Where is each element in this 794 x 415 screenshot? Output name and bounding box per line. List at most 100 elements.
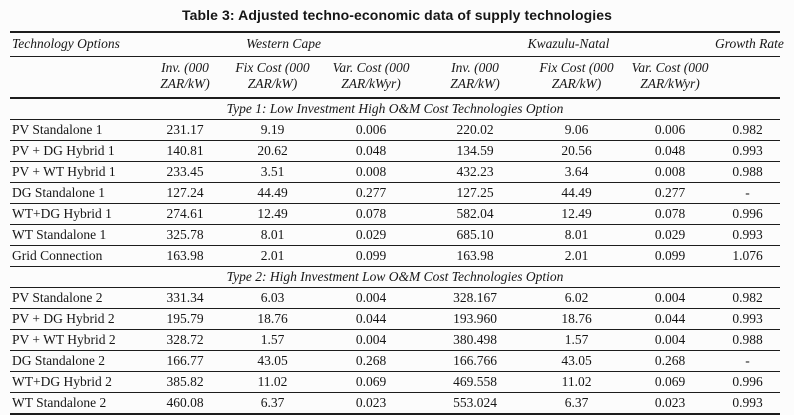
tech-name-cell: PV + DG Hybrid 2	[10, 308, 145, 330]
value-cell: 6.37	[260, 395, 285, 410]
value-cell: 163.98	[145, 245, 225, 267]
value-cell: 166.766	[422, 350, 529, 372]
value-cell: 0.988	[715, 329, 781, 351]
table-row: PV + DG Hybrid 1 140.81 20.62 0.048 134.…	[10, 140, 781, 162]
value-cell: 553.024	[453, 395, 497, 410]
value-cell: 582.04	[422, 203, 529, 225]
value-cell: 12.49	[225, 203, 320, 225]
value-cell: 3.51	[225, 161, 320, 183]
table-row: PV Standalone 2 331.34 6.03 0.004 328.16…	[10, 287, 781, 309]
value-cell: 12.49	[528, 203, 626, 225]
value-cell: 0.044	[625, 308, 716, 330]
col-header-inv-kwazulu-natal: Inv. (000 ZAR/kW)	[422, 56, 529, 99]
value-cell: 2.01	[528, 245, 626, 267]
value-cell: 0.004	[320, 287, 423, 309]
sub-header-line: Inv. (000	[451, 60, 499, 75]
table-row: WT+DG Hybrid 2 385.82 11.02 0.069 469.55…	[10, 371, 781, 393]
col-header-fix-cost-western-cape: Fix Cost (000 ZAR/kW)	[225, 56, 320, 99]
value-cell: 6.37	[564, 395, 589, 410]
table-row: PV + DG Hybrid 2 195.79 18.76 0.044 193.…	[10, 308, 781, 330]
column-group-header-row: Technology Options Western Cape Kwazulu-…	[10, 32, 784, 57]
value-cell: 0.996	[715, 203, 781, 225]
col-group-kwazulu-natal: Kwazulu-Natal	[422, 32, 716, 57]
col-header-fix-cost-kwazulu-natal: Fix Cost (000 ZAR/kW)	[528, 56, 626, 99]
value-cell: 18.76	[528, 308, 626, 330]
value-cell: 8.01	[528, 224, 626, 246]
value-cell: 44.49	[528, 182, 626, 204]
value-cell: 0.099	[625, 245, 716, 267]
tech-name-cell: WT Standalone 2	[12, 395, 107, 410]
value-cell: 0.277	[625, 182, 716, 204]
value-cell: 11.02	[528, 371, 626, 393]
tech-name-cell: PV Standalone 1	[10, 119, 145, 141]
value-cell: 460.08	[166, 395, 204, 410]
table-row: DG Standalone 1 127.24 44.49 0.277 127.2…	[10, 182, 781, 204]
col-header-inv-western-cape: Inv. (000 ZAR/kW)	[145, 56, 225, 99]
value-cell: 6.02	[528, 287, 626, 309]
value-cell: 0.004	[320, 329, 423, 351]
value-cell: 18.76	[225, 308, 320, 330]
section-header-type2: Type 2: High Investment Low O&M Cost Tec…	[10, 266, 781, 288]
col-header-growth-rate: Growth Rate	[715, 32, 784, 57]
col-header-var-cost-western-cape: Var. Cost (000 ZAR/kWyr)	[320, 56, 423, 99]
value-cell: 0.006	[320, 119, 423, 141]
value-cell: 231.17	[145, 119, 225, 141]
value-cell: 0.982	[715, 119, 781, 141]
value-cell: 0.006	[625, 119, 716, 141]
value-cell: 1.57	[528, 329, 626, 351]
value-cell: 0.069	[320, 371, 423, 393]
value-cell: 0.993	[715, 308, 781, 330]
value-cell: 385.82	[145, 371, 225, 393]
value-cell: 0.004	[625, 287, 716, 309]
table-row: PV + WT Hybrid 2 328.72 1.57 0.004 380.4…	[10, 329, 781, 351]
value-cell: 0.996	[715, 371, 781, 393]
sub-header-row: Inv. (000 ZAR/kW) Fix Cost (000 ZAR/kW) …	[10, 56, 781, 99]
techno-economic-table: Technology Options Western Cape Kwazulu-…	[10, 31, 784, 415]
sub-header-line: ZAR/kW)	[247, 76, 298, 91]
value-cell: 0.993	[732, 395, 763, 410]
value-cell: 20.56	[528, 140, 626, 162]
value-cell: 0.078	[320, 203, 423, 225]
value-cell: 11.02	[225, 371, 320, 393]
value-cell: 2.01	[225, 245, 320, 267]
value-cell: 140.81	[145, 140, 225, 162]
value-cell: 0.008	[320, 161, 423, 183]
sub-header-line: ZAR/kW)	[160, 76, 210, 91]
value-cell: 0.048	[625, 140, 716, 162]
sub-header-line: ZAR/kW)	[551, 76, 602, 91]
value-cell: 134.59	[422, 140, 529, 162]
table-row: DG Standalone 2 166.77 43.05 0.268 166.7…	[10, 350, 781, 372]
value-cell: 380.498	[422, 329, 529, 351]
tech-name-cell: WT+DG Hybrid 2	[10, 371, 145, 393]
value-cell: 0.982	[715, 287, 781, 309]
sub-header-empty-left	[10, 56, 145, 99]
value-cell: 6.03	[225, 287, 320, 309]
sub-header-line: Var. Cost (000	[332, 60, 410, 75]
tech-name-cell: WT Standalone 1	[10, 224, 145, 246]
value-cell: 127.24	[145, 182, 225, 204]
tech-name-cell: WT+DG Hybrid 1	[10, 203, 145, 225]
sub-header-line: Fix Cost (000	[539, 60, 614, 75]
value-cell: 0.069	[625, 371, 716, 393]
value-cell: 0.268	[320, 350, 423, 372]
value-cell: 163.98	[422, 245, 529, 267]
value-cell: 43.05	[528, 350, 626, 372]
value-cell: 1.57	[225, 329, 320, 351]
value-cell: 220.02	[422, 119, 529, 141]
tech-name-cell: Grid Connection	[10, 245, 145, 267]
value-cell: 331.34	[145, 287, 225, 309]
value-cell: 3.64	[528, 161, 626, 183]
value-cell: 195.79	[145, 308, 225, 330]
sub-header-line: Inv. (000	[161, 60, 209, 75]
value-cell: 0.004	[625, 329, 716, 351]
value-cell: 685.10	[422, 224, 529, 246]
tech-name-cell: PV + DG Hybrid 1	[10, 140, 145, 162]
value-cell: 0.023	[654, 395, 686, 410]
value-cell: 20.62	[225, 140, 320, 162]
value-cell: -	[715, 350, 781, 372]
section-header-row-type1: Type 1: Low Investment High O&M Cost Tec…	[10, 98, 781, 120]
section-header-row-type2: Type 2: High Investment Low O&M Cost Tec…	[10, 266, 781, 288]
value-cell: 0.993	[715, 224, 781, 246]
value-cell: 0.008	[625, 161, 716, 183]
